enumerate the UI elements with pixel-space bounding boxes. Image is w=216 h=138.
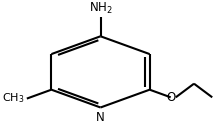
Text: NH$_2$: NH$_2$ — [89, 1, 112, 16]
Text: CH$_3$: CH$_3$ — [2, 92, 24, 105]
Text: N: N — [96, 111, 105, 124]
Text: O: O — [166, 91, 175, 104]
